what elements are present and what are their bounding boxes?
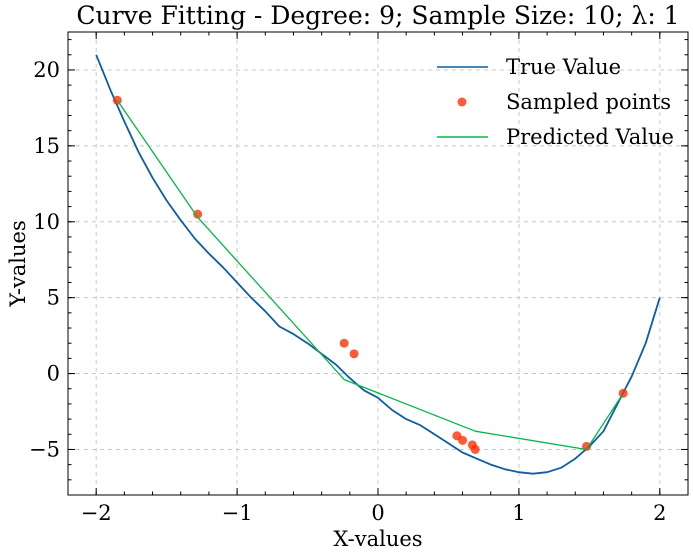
ticks: −2 −1 0 1 2 −5 0 5 10 15 20 bbox=[29, 32, 688, 525]
legend: True Value Sampled points Predicted Value bbox=[437, 55, 674, 149]
series-layer bbox=[95, 54, 661, 475]
y-tick-label: 15 bbox=[33, 134, 60, 158]
sampled-points-point bbox=[349, 349, 359, 359]
sampled-points-point bbox=[193, 209, 203, 219]
y-tick-label: 5 bbox=[47, 286, 60, 310]
x-tick-label: 1 bbox=[512, 501, 525, 525]
legend-predicted-value-label: Predicted Value bbox=[506, 125, 674, 149]
x-tick-label: −2 bbox=[81, 501, 112, 525]
y-tick-label: 10 bbox=[33, 210, 60, 234]
y-tick-label: 20 bbox=[33, 58, 60, 82]
x-axis-label: X-values bbox=[333, 527, 422, 551]
legend-sampled-points-label: Sampled points bbox=[506, 90, 671, 114]
sampled-points-point bbox=[339, 338, 349, 348]
grid bbox=[68, 32, 688, 495]
x-tick-label: 0 bbox=[371, 501, 384, 525]
x-tick-label: −1 bbox=[222, 501, 253, 525]
y-tick-label: −5 bbox=[29, 437, 60, 461]
y-axis-label: Y-values bbox=[6, 220, 30, 307]
legend-true-value-label: True Value bbox=[506, 55, 621, 79]
sampled-points-point bbox=[470, 444, 480, 454]
x-tick-label: 2 bbox=[653, 501, 666, 525]
true-value-line bbox=[95, 54, 661, 475]
sampled-points-point bbox=[458, 435, 468, 445]
y-tick-label: 0 bbox=[47, 362, 60, 386]
predicted-value-line bbox=[116, 99, 624, 451]
chart-title: Curve Fitting - Degree: 9; Sample Size: … bbox=[76, 1, 679, 30]
legend-sampled-points-swatch bbox=[457, 97, 467, 107]
